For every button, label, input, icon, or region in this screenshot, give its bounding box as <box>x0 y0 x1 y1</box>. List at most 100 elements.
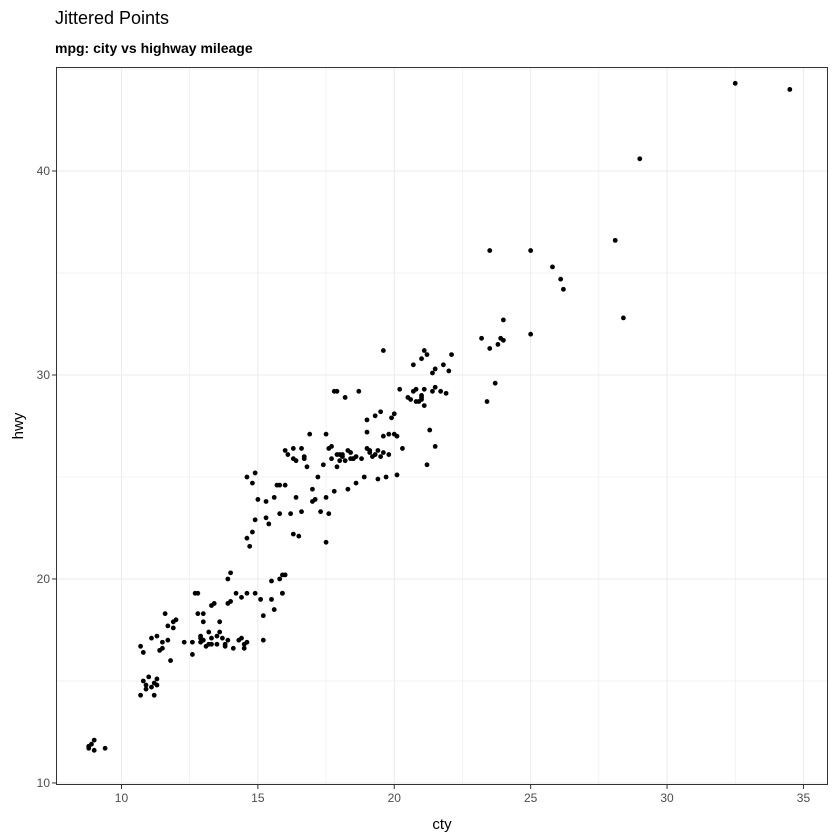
data-point <box>255 497 261 502</box>
y-tick-label: 10 <box>37 776 51 790</box>
data-point <box>400 446 405 451</box>
x-tick-label: 10 <box>115 791 129 805</box>
data-point <box>364 429 370 435</box>
data-point <box>244 474 250 480</box>
x-axis-ticks: 10 15 20 25 30 35 <box>115 785 811 805</box>
data-point <box>424 462 430 468</box>
data-point <box>323 494 329 500</box>
data-point <box>378 454 384 459</box>
data-point <box>263 515 269 521</box>
x-tick-label: 15 <box>251 791 265 805</box>
data-point <box>375 476 381 482</box>
data-point <box>367 450 373 455</box>
data-point <box>280 590 285 596</box>
data-point <box>364 417 370 423</box>
data-point <box>301 454 307 459</box>
data-point <box>492 380 498 386</box>
data-point <box>252 590 258 596</box>
data-point <box>263 499 269 504</box>
data-point <box>86 743 92 749</box>
y-axis-label: hwy <box>10 412 27 439</box>
data-point <box>244 590 250 596</box>
data-point <box>421 403 427 409</box>
data-point <box>225 576 231 582</box>
data-point <box>225 637 231 643</box>
data-point <box>372 452 378 457</box>
data-point <box>500 317 506 323</box>
data-point <box>487 346 493 351</box>
data-point <box>189 639 195 645</box>
data-point <box>154 676 160 682</box>
data-point <box>293 458 299 464</box>
data-point <box>528 248 534 253</box>
data-point <box>430 388 435 394</box>
data-point <box>173 617 179 623</box>
data-point <box>282 482 288 488</box>
data-point <box>307 431 313 437</box>
data-point <box>361 474 367 480</box>
data-point <box>449 352 454 358</box>
data-point <box>432 366 438 372</box>
data-point <box>91 747 97 753</box>
data-point <box>430 370 435 376</box>
x-tick-label: 30 <box>660 791 674 805</box>
x-axis-label: cty <box>432 816 452 833</box>
data-point <box>277 576 283 582</box>
data-point <box>560 286 566 292</box>
data-point <box>269 578 274 584</box>
data-point <box>162 611 168 617</box>
data-point <box>293 494 299 500</box>
chart-title: Jittered Points <box>55 8 170 28</box>
y-tick-label: 30 <box>37 368 51 382</box>
data-point <box>102 745 108 751</box>
data-point <box>787 87 793 92</box>
data-point <box>220 635 225 641</box>
data-point <box>217 619 223 625</box>
data-point <box>353 480 359 486</box>
data-point <box>250 480 255 486</box>
data-point <box>91 737 97 743</box>
data-point <box>528 331 534 337</box>
data-point <box>356 388 362 394</box>
data-point <box>438 388 444 394</box>
data-point <box>143 682 149 688</box>
x-tick-label: 35 <box>797 791 811 805</box>
data-point <box>252 470 258 476</box>
data-point <box>154 682 160 688</box>
data-point <box>421 348 427 353</box>
data-point <box>334 464 340 470</box>
data-point <box>285 452 291 457</box>
data-point <box>375 448 381 453</box>
data-point <box>269 596 274 602</box>
data-point <box>380 433 386 439</box>
data-point <box>217 629 223 635</box>
data-point <box>228 599 233 604</box>
data-point <box>189 652 195 657</box>
chart-subtitle: mpg: city vs highway mileage <box>55 40 253 56</box>
data-point <box>408 397 414 402</box>
data-point <box>195 611 201 617</box>
data-point <box>239 635 244 641</box>
data-point <box>383 474 389 480</box>
data-point <box>320 462 326 468</box>
data-point <box>421 386 427 392</box>
data-point <box>326 511 332 517</box>
data-point <box>732 80 738 86</box>
data-point <box>170 625 176 631</box>
data-point <box>151 692 157 698</box>
data-point <box>290 446 296 451</box>
data-point <box>266 521 272 527</box>
data-point <box>250 529 255 535</box>
data-point <box>419 395 424 400</box>
data-point <box>277 511 283 517</box>
data-point <box>258 596 263 602</box>
data-point <box>149 635 154 641</box>
data-point <box>159 639 165 645</box>
data-point <box>443 390 449 396</box>
data-point <box>211 601 217 606</box>
data-point <box>331 488 337 494</box>
data-point <box>353 454 359 459</box>
data-point <box>318 509 324 515</box>
data-point <box>140 678 146 684</box>
